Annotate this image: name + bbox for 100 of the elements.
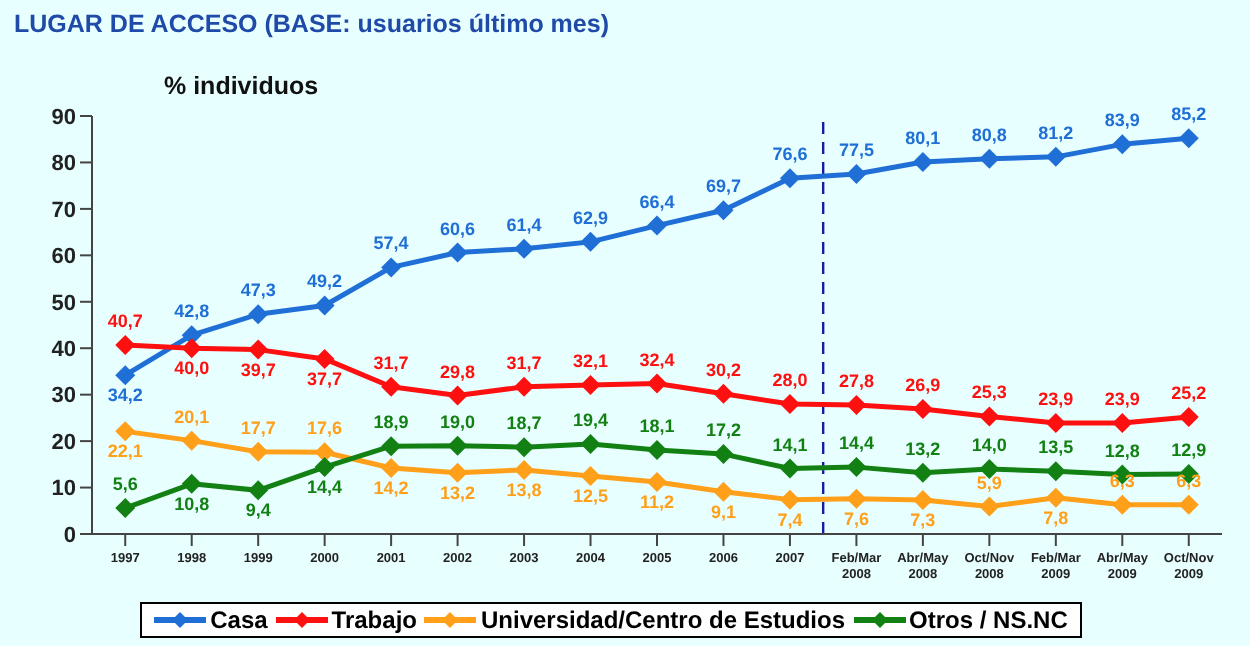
data-label: 62,9 bbox=[573, 207, 609, 228]
data-label: 32,1 bbox=[573, 350, 609, 371]
data-label: 42,8 bbox=[174, 301, 210, 322]
data-label: 14,1 bbox=[772, 434, 808, 455]
point bbox=[381, 436, 402, 457]
data-label: 61,4 bbox=[506, 214, 542, 235]
data-label: 25,3 bbox=[971, 382, 1007, 403]
legend-label: Casa bbox=[208, 606, 268, 634]
point bbox=[381, 376, 402, 397]
point bbox=[248, 441, 269, 462]
point bbox=[514, 459, 535, 480]
y-axis-title: % individuos bbox=[164, 72, 319, 100]
y-tick-label: 40 bbox=[51, 338, 76, 363]
point bbox=[713, 200, 734, 221]
data-label: 13,5 bbox=[1038, 437, 1074, 458]
point bbox=[912, 490, 933, 511]
data-label: 5,9 bbox=[976, 472, 1002, 493]
data-label: 40,0 bbox=[174, 358, 210, 379]
data-label: 25,2 bbox=[1171, 382, 1207, 403]
data-label: 13,2 bbox=[905, 438, 941, 459]
legend-label: Otros / NS.NC bbox=[907, 606, 1068, 634]
data-label: 14,4 bbox=[838, 433, 874, 454]
point bbox=[381, 458, 402, 479]
data-label: 9,4 bbox=[245, 500, 271, 521]
legend-label: Trabajo bbox=[329, 606, 417, 634]
y-tick-label: 90 bbox=[51, 105, 76, 130]
point bbox=[1045, 461, 1066, 482]
point bbox=[912, 151, 933, 172]
data-label: 34,2 bbox=[107, 385, 143, 406]
point bbox=[1045, 413, 1066, 433]
y-tick-label: 30 bbox=[51, 384, 76, 409]
data-label: 17,7 bbox=[240, 417, 276, 438]
point bbox=[115, 421, 136, 442]
point bbox=[580, 433, 601, 454]
data-label: 23,9 bbox=[1038, 389, 1074, 409]
point bbox=[447, 242, 468, 263]
data-label: 80,1 bbox=[905, 127, 941, 148]
data-label: 14,4 bbox=[307, 477, 343, 498]
data-label: 17,2 bbox=[705, 420, 741, 441]
point bbox=[713, 444, 734, 465]
point bbox=[1178, 128, 1199, 149]
data-label: 30,2 bbox=[705, 359, 741, 380]
point bbox=[181, 473, 202, 494]
point bbox=[1112, 134, 1133, 155]
point bbox=[779, 393, 800, 414]
y-tick-label: 70 bbox=[51, 198, 76, 223]
point bbox=[115, 365, 136, 386]
point bbox=[514, 376, 535, 397]
point bbox=[779, 168, 800, 189]
data-label: 10,8 bbox=[174, 493, 210, 514]
data-label: 26,9 bbox=[905, 375, 941, 396]
data-label: 76,6 bbox=[772, 144, 808, 165]
data-label: 22,1 bbox=[107, 441, 143, 462]
y-tick-label: 10 bbox=[51, 477, 76, 502]
data-label: 18,1 bbox=[639, 415, 675, 436]
data-label: 12,8 bbox=[1104, 440, 1140, 461]
data-label: 7,6 bbox=[843, 508, 869, 529]
data-label: 60,6 bbox=[440, 218, 476, 239]
point bbox=[1178, 406, 1199, 427]
y-tick-label: 50 bbox=[51, 291, 76, 316]
data-label: 7,8 bbox=[1043, 507, 1069, 528]
y-tick-label: 0 bbox=[63, 523, 76, 548]
data-label: 14,2 bbox=[373, 478, 409, 499]
data-label: 7,3 bbox=[910, 510, 936, 531]
point bbox=[115, 334, 136, 355]
chart-title: LUGAR DE ACCESO (BASE: usuarios último mes) bbox=[14, 10, 609, 38]
data-label: 6,3 bbox=[1176, 470, 1202, 491]
point bbox=[314, 442, 335, 463]
point bbox=[713, 383, 734, 404]
point bbox=[779, 489, 800, 510]
point bbox=[846, 164, 867, 185]
point bbox=[514, 437, 535, 458]
point bbox=[115, 497, 136, 518]
data-label: 85,2 bbox=[1171, 104, 1207, 125]
point bbox=[248, 304, 269, 325]
point bbox=[846, 457, 867, 478]
point bbox=[181, 430, 202, 451]
data-label: 9,1 bbox=[710, 501, 736, 522]
point bbox=[514, 238, 535, 259]
data-label: 81,2 bbox=[1038, 122, 1074, 143]
data-label: 40,7 bbox=[107, 310, 143, 331]
point bbox=[979, 406, 1000, 427]
data-label: 6,3 bbox=[1109, 470, 1135, 491]
data-label: 77,5 bbox=[838, 140, 874, 161]
data-label: 13,8 bbox=[506, 479, 542, 500]
data-label: 12,5 bbox=[573, 485, 609, 506]
point bbox=[912, 462, 933, 483]
point bbox=[647, 471, 667, 492]
data-label: 49,2 bbox=[307, 271, 343, 292]
point bbox=[181, 338, 202, 359]
point bbox=[447, 462, 468, 483]
point bbox=[846, 394, 867, 415]
data-label: 29,8 bbox=[440, 361, 476, 382]
data-label: 14,0 bbox=[971, 434, 1007, 455]
data-label: 11,2 bbox=[639, 491, 675, 512]
data-label: 17,6 bbox=[307, 418, 343, 439]
point bbox=[1112, 494, 1133, 515]
data-label: 7,4 bbox=[777, 509, 803, 530]
data-label: 12,9 bbox=[1171, 440, 1207, 461]
data-label: 31,7 bbox=[373, 352, 409, 373]
